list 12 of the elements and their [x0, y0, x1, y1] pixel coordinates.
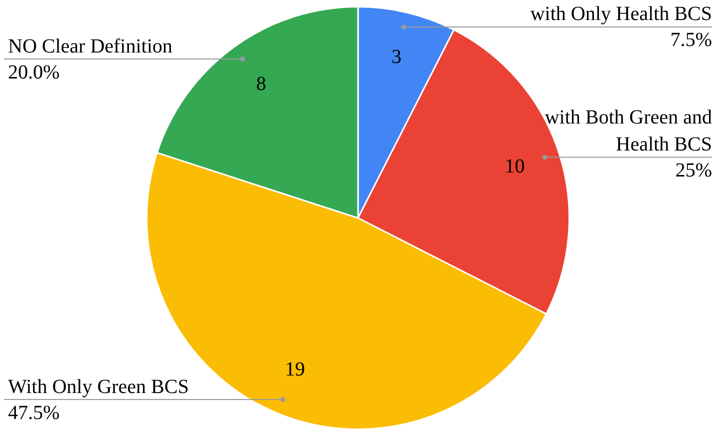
slice-label: with Only Health BCS — [530, 3, 712, 26]
data-label: 19 — [284, 358, 305, 380]
text: 25% — [675, 160, 712, 182]
data-label: 8 — [256, 72, 266, 95]
text: 20.0% — [8, 61, 60, 84]
text: 7.5% — [670, 29, 712, 52]
text: 47.5% — [8, 402, 60, 424]
data-label: 10 — [504, 155, 525, 178]
slice-label: with Both Green and Health BCS — [544, 106, 712, 156]
slice-label: NO Clear Definition — [8, 35, 172, 58]
data-label: 3 — [391, 46, 402, 68]
slice-label: With Only Green BCS — [8, 376, 189, 398]
